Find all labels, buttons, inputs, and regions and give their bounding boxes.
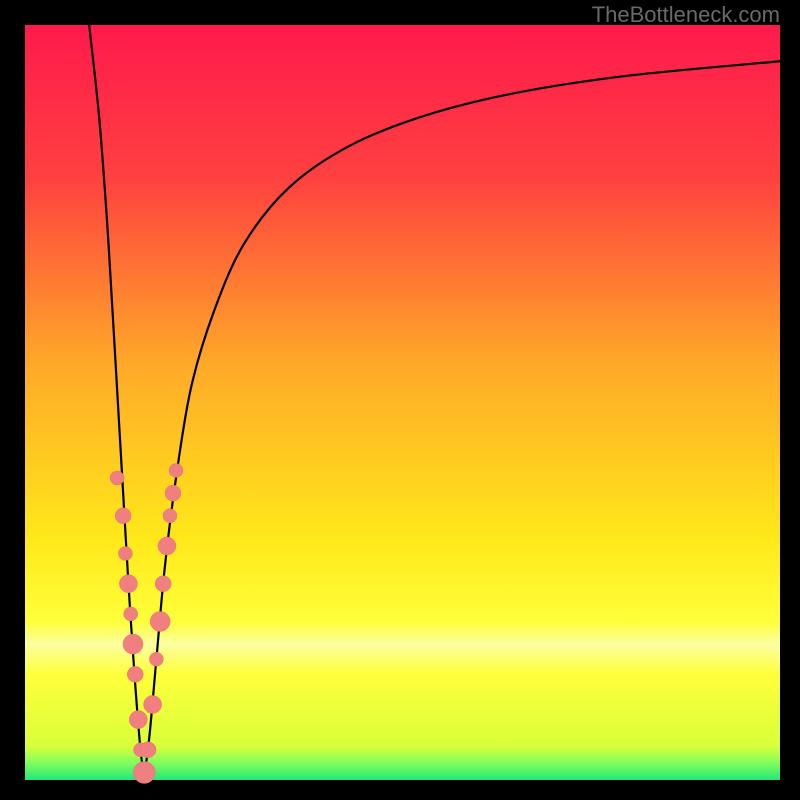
data-marker [140,742,156,758]
data-marker [163,509,177,523]
data-marker [169,463,183,477]
data-marker [144,696,162,714]
chart-svg [0,0,800,800]
data-marker [127,666,143,682]
data-marker [129,711,147,729]
data-marker [149,652,163,666]
chart-container: TheBottleneck.com [0,0,800,800]
data-marker [158,537,176,555]
data-marker [165,485,181,501]
watermark-text: TheBottleneck.com [592,2,780,28]
data-marker [115,508,131,524]
data-marker [150,611,170,631]
data-marker [155,576,171,592]
data-marker [124,607,138,621]
data-marker [110,471,124,485]
data-marker [133,761,155,783]
data-marker [123,634,143,654]
data-marker [119,575,137,593]
data-marker [118,547,132,561]
